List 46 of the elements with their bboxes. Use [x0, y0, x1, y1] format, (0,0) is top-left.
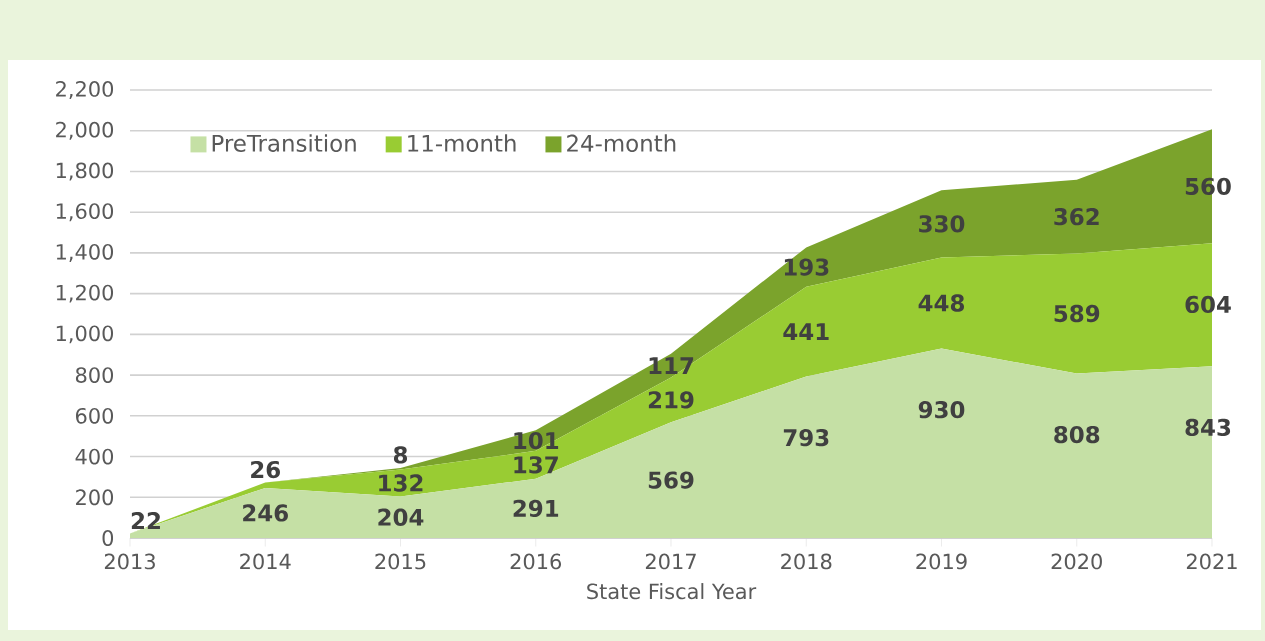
y-tick-label: 200 — [76, 489, 114, 506]
y-tick-label: 800 — [75, 367, 114, 383]
data-label: 930 — [918, 401, 965, 419]
data-label: 26 — [251, 460, 280, 479]
data-label: 448 — [918, 294, 965, 312]
data-label: 22 — [131, 512, 160, 530]
data-label: 569 — [648, 471, 694, 489]
legend-label: 24-month — [567, 134, 676, 152]
data-label: 8 — [393, 446, 408, 464]
data-label: 808 — [1054, 425, 1100, 444]
x-tick-label: 2015 — [375, 553, 426, 570]
data-label: 330 — [919, 215, 965, 233]
data-label: 219 — [648, 391, 694, 409]
x-tick-label: 2019 — [916, 553, 967, 570]
x-tick-label: 2020 — [1051, 553, 1102, 570]
x-tick-label: 2017 — [645, 553, 696, 570]
x-tick-label: 2013 — [104, 553, 155, 570]
y-tick-label: 1,400 — [56, 243, 114, 262]
data-label: 193 — [784, 258, 829, 276]
data-label: 204 — [378, 508, 424, 526]
data-label: 137 — [514, 456, 558, 474]
y-tick-label: 2,200 — [56, 81, 114, 99]
x-tick-label: 2014 — [240, 553, 291, 570]
data-label: 793 — [783, 428, 829, 447]
y-tick-label: 1,600 — [56, 203, 114, 222]
y-tick-label: 0 — [102, 530, 114, 546]
y-tick-label: 2,000 — [56, 121, 114, 140]
x-tick-label: 2016 — [510, 553, 562, 570]
x-tick-label: 2021 — [1186, 553, 1237, 570]
data-label: 101 — [514, 431, 559, 450]
y-tick-label: 1,800 — [56, 162, 114, 181]
data-label: 246 — [243, 504, 288, 522]
x-axis-title: State Fiscal Year — [587, 583, 757, 600]
data-label: 132 — [379, 474, 423, 492]
y-tick-label: 1,200 — [56, 284, 114, 303]
data-label: 291 — [513, 499, 559, 518]
data-label: 362 — [1054, 208, 1099, 226]
legend-label: PreTransition — [212, 134, 356, 152]
legend-label: 11-month — [408, 134, 516, 152]
data-label: 117 — [649, 357, 694, 374]
data-label: 441 — [783, 323, 829, 340]
data-label: 589 — [1054, 304, 1100, 323]
y-tick-label: 600 — [75, 407, 114, 424]
y-tick-label: 1,000 — [56, 325, 114, 344]
x-tick-label: 2018 — [781, 553, 832, 570]
y-tick-label: 400 — [75, 448, 114, 465]
